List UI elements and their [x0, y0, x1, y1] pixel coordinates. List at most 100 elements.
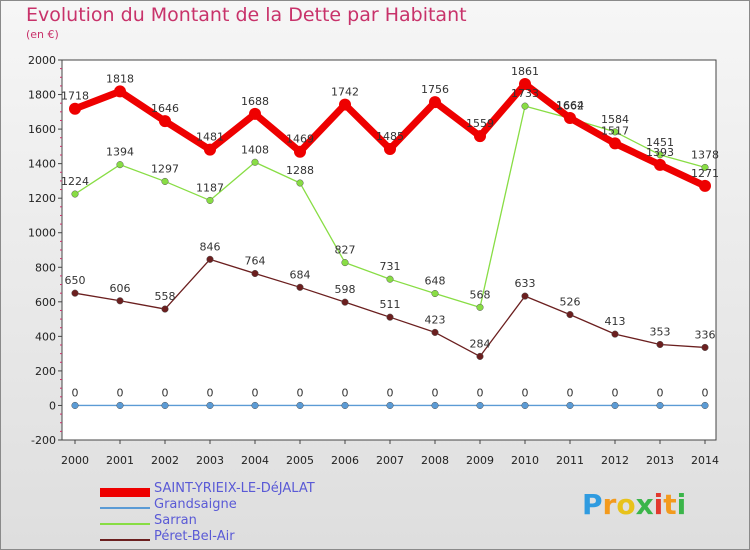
data-point	[431, 401, 439, 410]
data-point	[296, 401, 304, 410]
data-label: 1742	[331, 86, 359, 99]
data-label: 0	[612, 386, 619, 399]
data-point	[296, 283, 304, 291]
data-point	[341, 298, 349, 306]
x-tick-label: 2008	[421, 454, 449, 467]
data-point	[384, 142, 396, 155]
data-label: 0	[297, 386, 304, 399]
data-point	[251, 401, 259, 410]
legend-swatch	[100, 487, 150, 497]
data-point	[161, 401, 169, 410]
data-point	[476, 352, 484, 360]
data-point	[251, 269, 259, 278]
data-label: 0	[702, 386, 709, 399]
data-point	[296, 179, 304, 187]
data-label: 1718	[61, 90, 89, 103]
data-point	[566, 311, 574, 319]
data-point	[294, 145, 306, 158]
data-label: 284	[470, 337, 491, 350]
data-label: 1559	[466, 117, 494, 130]
data-label: 1646	[151, 102, 179, 115]
data-label: 558	[155, 290, 176, 303]
data-point	[339, 98, 351, 111]
data-label: 1393	[646, 146, 674, 159]
data-point	[116, 161, 124, 169]
data-label: 846	[200, 240, 221, 253]
data-label: 423	[425, 313, 446, 326]
data-label: 1584	[601, 113, 629, 126]
x-tick-label: 2014	[691, 454, 719, 467]
logo-letter: i	[676, 488, 687, 521]
data-point	[656, 401, 664, 410]
data-point	[656, 151, 664, 159]
y-tick-label: 1200	[28, 192, 56, 205]
y-tick-label: -200	[31, 434, 56, 447]
y-tick-label: 1600	[28, 123, 56, 136]
data-label: 0	[522, 386, 529, 399]
data-label: 827	[335, 244, 356, 257]
data-point	[701, 343, 709, 351]
data-point	[656, 340, 664, 349]
legend-swatch	[100, 507, 150, 509]
data-label: 0	[567, 386, 574, 399]
data-label: 511	[380, 298, 401, 311]
data-point	[611, 330, 619, 338]
data-label: 1756	[421, 83, 449, 96]
legend-swatch	[100, 523, 150, 525]
data-point	[159, 115, 171, 128]
data-point	[566, 401, 574, 410]
x-tick-label: 2009	[466, 454, 494, 467]
data-point	[206, 401, 214, 410]
data-point	[161, 177, 169, 185]
y-tick-label: 800	[35, 261, 56, 274]
data-label: 764	[245, 254, 266, 267]
data-label: 1662	[556, 99, 584, 112]
data-point	[71, 289, 79, 297]
data-label: 0	[252, 386, 259, 399]
data-label: 1485	[376, 130, 404, 143]
y-tick-label: 1800	[28, 89, 56, 102]
data-point	[204, 143, 216, 156]
data-point	[701, 401, 709, 410]
data-point	[521, 102, 529, 110]
data-point	[114, 85, 126, 98]
data-label: 336	[695, 328, 716, 341]
data-label: 568	[470, 288, 491, 301]
data-point	[699, 179, 711, 192]
y-tick-label: 200	[35, 365, 56, 378]
legend-label: Sarran	[154, 513, 197, 528]
proxiti-logo: Proxiti	[582, 488, 686, 521]
legend-label: Grandsaigne	[154, 497, 237, 512]
x-tick-label: 2007	[376, 454, 404, 467]
data-label: 0	[342, 386, 349, 399]
x-tick-label: 2011	[556, 454, 584, 467]
data-point	[71, 190, 79, 198]
data-point	[519, 78, 531, 91]
data-label: 1271	[691, 167, 719, 180]
data-label: 526	[560, 296, 581, 309]
data-label: 648	[425, 275, 446, 288]
data-label: 650	[65, 274, 86, 287]
data-label: 1733	[511, 87, 539, 100]
legend-label: SAINT-YRIEIX-LE-DéJALAT	[154, 481, 315, 496]
x-tick-label: 2012	[601, 454, 629, 467]
chart-title: Evolution du Montant de la Dette par Hab…	[26, 4, 467, 26]
data-label: 1288	[286, 164, 314, 177]
data-label: 1517	[601, 124, 629, 137]
data-point	[116, 401, 124, 410]
data-point	[386, 401, 394, 410]
data-label: 1861	[511, 65, 539, 78]
x-tick-label: 2001	[106, 454, 134, 467]
legend-label: Péret-Bel-Air	[154, 529, 235, 544]
y-tick-label: 1400	[28, 158, 56, 171]
x-tick-label: 2004	[241, 454, 269, 467]
data-label: 731	[380, 260, 401, 273]
data-point	[341, 259, 349, 267]
data-point	[521, 292, 529, 300]
data-point	[476, 303, 484, 311]
data-label: 0	[432, 386, 439, 399]
logo-letter: P	[582, 488, 603, 521]
data-point	[611, 128, 619, 136]
data-point	[701, 163, 709, 171]
data-point	[609, 137, 621, 150]
